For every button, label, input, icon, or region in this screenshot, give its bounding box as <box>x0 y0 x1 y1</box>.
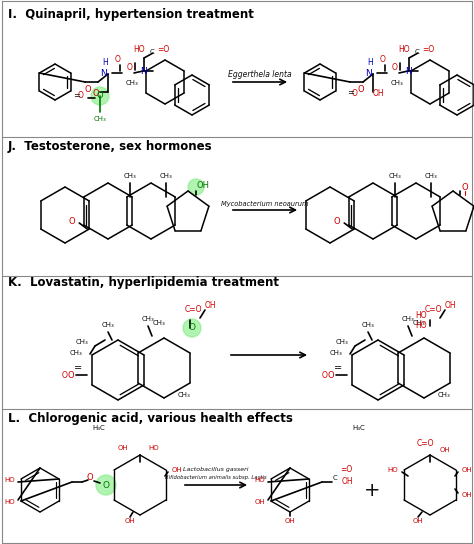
Text: OH: OH <box>205 300 217 310</box>
Text: O: O <box>69 217 75 226</box>
Text: CH₃: CH₃ <box>142 316 155 322</box>
Text: OH: OH <box>445 300 456 310</box>
Text: =: = <box>334 363 342 373</box>
Text: OH: OH <box>197 181 210 189</box>
Text: O: O <box>358 84 365 94</box>
Text: O: O <box>334 217 340 226</box>
Text: HO: HO <box>398 46 410 54</box>
Text: CH₃: CH₃ <box>438 392 451 398</box>
Text: CH₃: CH₃ <box>126 80 139 86</box>
Text: O: O <box>62 370 68 380</box>
Text: HO: HO <box>387 467 398 473</box>
Text: OH: OH <box>255 499 265 505</box>
Text: N: N <box>406 66 412 76</box>
Text: C: C <box>333 475 338 481</box>
Text: CH₃: CH₃ <box>425 173 438 179</box>
Text: O: O <box>97 91 103 101</box>
Text: CH₃: CH₃ <box>124 173 137 179</box>
Text: O: O <box>78 91 84 101</box>
Text: C=O: C=O <box>185 306 202 314</box>
Text: O: O <box>380 55 386 64</box>
Text: CH₃: CH₃ <box>401 316 414 322</box>
Text: O: O <box>189 324 195 332</box>
Text: CH₃: CH₃ <box>69 350 82 356</box>
Text: C=O: C=O <box>416 439 434 448</box>
Text: H₃C: H₃C <box>92 425 105 431</box>
Text: N: N <box>365 69 373 77</box>
Text: Lactobacillus gasseri: Lactobacillus gasseri <box>183 467 249 472</box>
Text: O: O <box>85 84 91 94</box>
Text: CH₃: CH₃ <box>101 322 114 328</box>
Text: C: C <box>415 49 420 55</box>
Text: OH: OH <box>413 518 423 524</box>
Text: CH₃: CH₃ <box>362 322 374 328</box>
Text: CH₃: CH₃ <box>413 320 426 326</box>
Text: O: O <box>102 480 109 490</box>
Text: HO: HO <box>415 322 427 331</box>
Text: =O: =O <box>340 466 352 474</box>
Text: O: O <box>328 370 334 380</box>
Text: O: O <box>392 64 398 72</box>
Text: CH₃: CH₃ <box>391 80 404 86</box>
Text: O: O <box>93 89 100 97</box>
Text: H₃C: H₃C <box>352 425 365 431</box>
Text: CH₃: CH₃ <box>153 320 166 326</box>
Text: OH: OH <box>172 467 182 473</box>
Text: K.  Lovastatin, hyperlipidemia treatment: K. Lovastatin, hyperlipidemia treatment <box>8 276 279 289</box>
Text: =: = <box>74 363 82 373</box>
Text: I.  Quinapril, hypertension treatment: I. Quinapril, hypertension treatment <box>8 8 254 21</box>
Text: Bifidobacterium animalis subsp. Lactis: Bifidobacterium animalis subsp. Lactis <box>165 475 267 480</box>
Text: CH₃: CH₃ <box>178 392 191 398</box>
Text: Eggerthela lenta: Eggerthela lenta <box>228 70 292 79</box>
Text: CH₃: CH₃ <box>329 350 342 356</box>
Text: =O: =O <box>422 46 434 54</box>
Text: O: O <box>87 473 93 483</box>
Text: O: O <box>462 182 469 191</box>
Text: H: H <box>102 58 108 67</box>
Text: J.  Testosterone, sex hormones: J. Testosterone, sex hormones <box>8 140 213 153</box>
Text: C: C <box>150 49 155 55</box>
Text: HO: HO <box>255 477 265 483</box>
Text: O: O <box>67 370 74 380</box>
Text: Mycobacterium neoaurum: Mycobacterium neoaurum <box>221 201 309 207</box>
Text: CH₃: CH₃ <box>389 173 401 179</box>
Text: OH: OH <box>118 445 128 451</box>
Text: HO: HO <box>4 477 15 483</box>
Text: CH₃: CH₃ <box>160 173 173 179</box>
Text: =: = <box>73 91 80 101</box>
Text: O: O <box>352 89 358 97</box>
Text: OH: OH <box>342 478 354 486</box>
Text: HO: HO <box>148 445 159 451</box>
Text: OH: OH <box>285 518 295 524</box>
Text: CH₃: CH₃ <box>335 339 348 345</box>
Text: C=O: C=O <box>425 306 443 314</box>
Text: O: O <box>115 55 121 64</box>
Text: HO: HO <box>415 311 427 319</box>
Text: OH: OH <box>462 492 473 498</box>
Text: +: + <box>364 480 380 499</box>
Text: L.  Chlorogenic acid, various health effects: L. Chlorogenic acid, various health effe… <box>8 412 293 425</box>
Circle shape <box>183 319 201 337</box>
Text: OH: OH <box>440 447 451 453</box>
Text: N: N <box>100 69 108 77</box>
Circle shape <box>91 87 109 105</box>
Text: H: H <box>367 58 373 67</box>
Text: =O: =O <box>157 46 169 54</box>
Text: =: = <box>347 89 354 97</box>
Circle shape <box>96 475 116 495</box>
Text: HO: HO <box>133 46 145 54</box>
Text: HO: HO <box>4 499 15 505</box>
Text: CH₃: CH₃ <box>75 339 88 345</box>
Text: CH₃: CH₃ <box>94 116 107 122</box>
Circle shape <box>188 179 204 195</box>
Text: O: O <box>322 370 328 380</box>
Text: OH: OH <box>125 518 135 524</box>
Text: OH: OH <box>462 467 473 473</box>
Text: OH: OH <box>373 89 384 97</box>
Text: N: N <box>141 66 147 76</box>
Text: O: O <box>127 64 133 72</box>
